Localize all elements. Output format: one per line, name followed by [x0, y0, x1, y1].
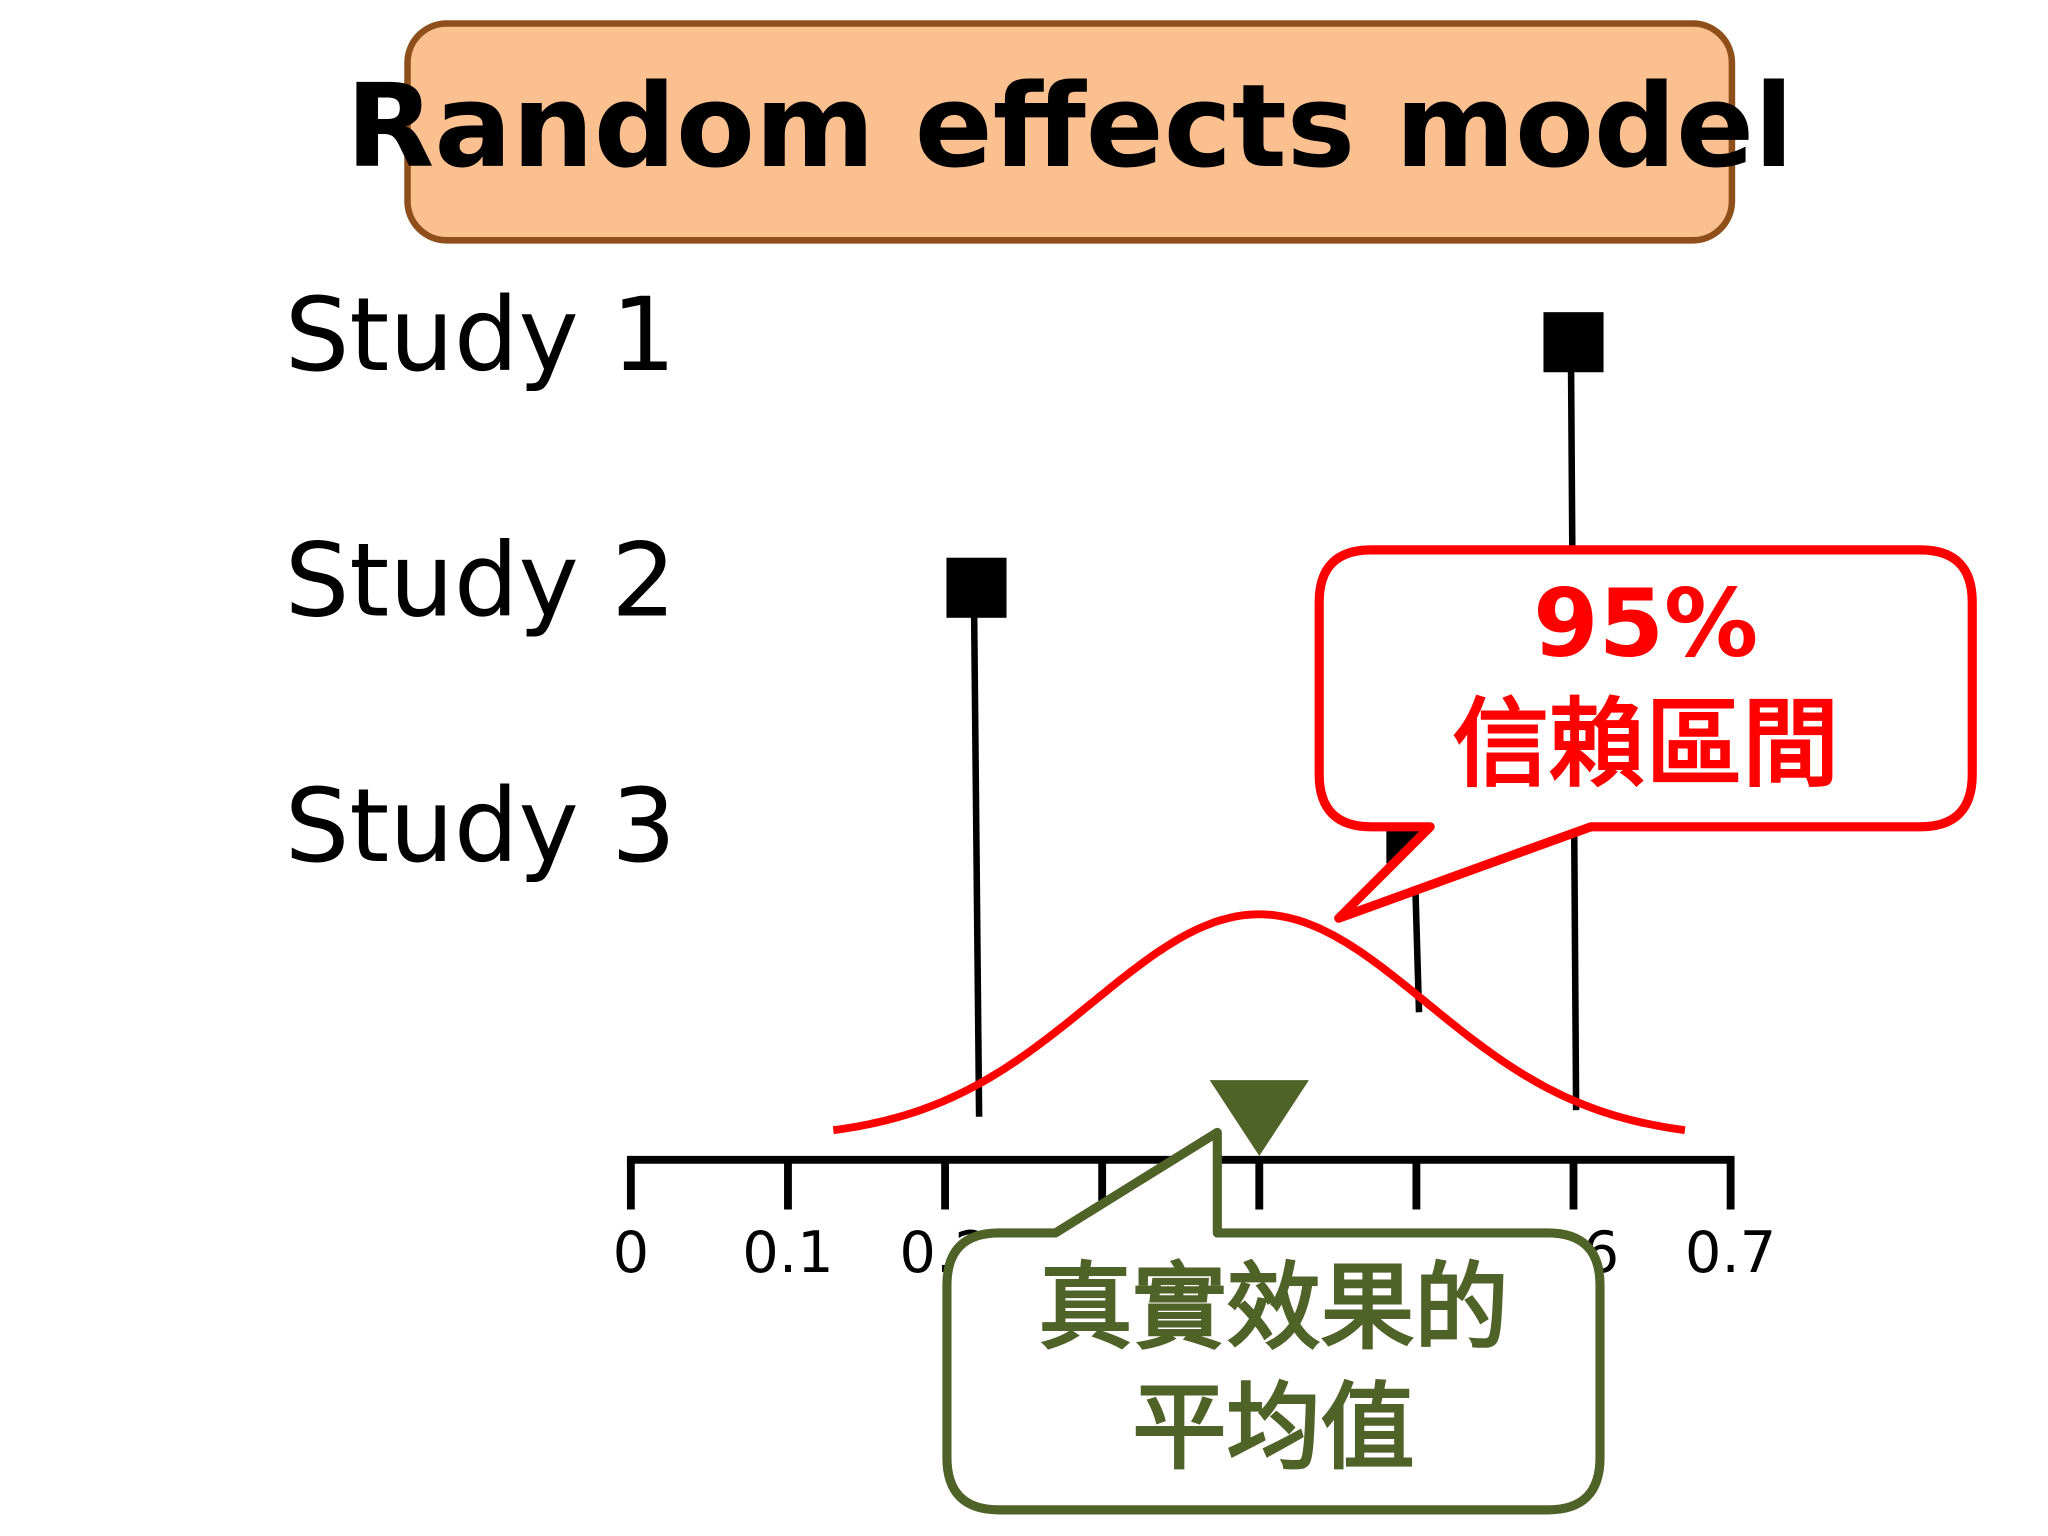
distribution-curve	[832, 910, 1686, 1135]
mean-text: 真實效果的	[1038, 1254, 1508, 1363]
study-square	[946, 557, 1007, 618]
study-label: Study 1	[285, 276, 676, 395]
study-label: Study 3	[285, 767, 676, 886]
study-label: Study 2	[285, 522, 676, 641]
study-stem	[970, 587, 983, 1117]
interval-callout	[1314, 545, 1977, 923]
title-box	[404, 20, 1736, 244]
mean-text: 平均值	[1132, 1374, 1414, 1483]
tick-label: 0	[613, 1219, 650, 1286]
title: Random effects model	[346, 60, 1794, 194]
interval-text: 信賴區間	[1452, 687, 1839, 800]
mean-marker	[1209, 1080, 1309, 1156]
study-square	[1543, 312, 1604, 373]
tick-label: 0.1	[742, 1219, 833, 1286]
interval-text: 95%	[1533, 569, 1758, 678]
tick-label: 0.7	[1685, 1219, 1776, 1286]
mean-callout	[942, 1127, 1605, 1515]
